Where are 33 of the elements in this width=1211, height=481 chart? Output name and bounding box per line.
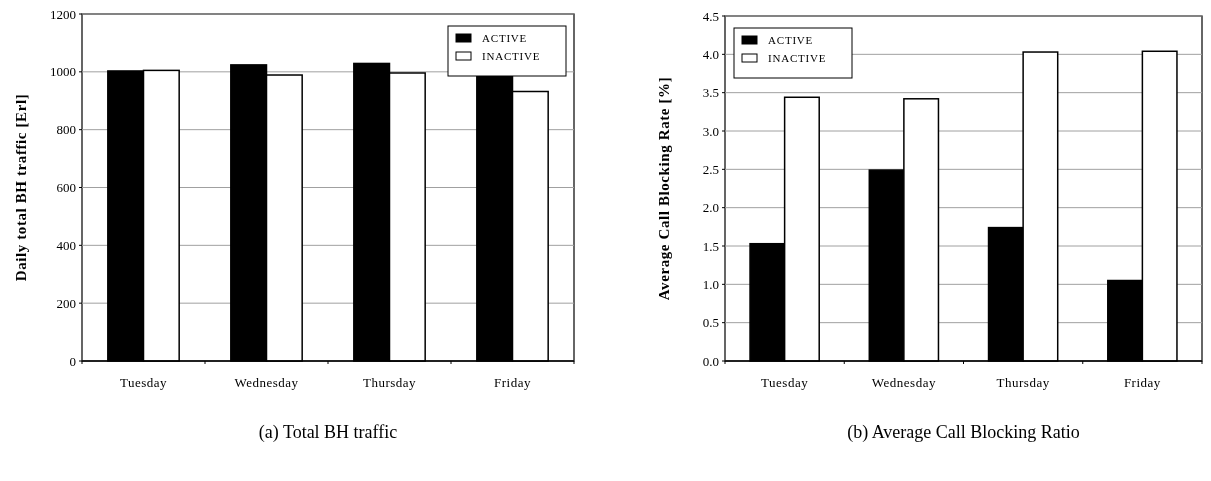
x-tick-label: Tuesday (761, 375, 809, 390)
y-axis-title: Average Call Blocking Rate [%] (656, 76, 672, 301)
y-tick-label: 3.0 (702, 123, 719, 139)
x-tick-label: Tuesday (119, 375, 168, 390)
y-tick-label: 4.0 (702, 46, 719, 62)
y-tick-label: 400 (56, 237, 76, 253)
legend-label: INACTIVE (482, 50, 541, 62)
y-tick-label: 800 (56, 122, 76, 138)
y-tick-label: 1000 (50, 64, 76, 80)
x-tick-label: Thursday (996, 375, 1050, 390)
y-tick-label: 1.5 (702, 238, 719, 254)
y-tick-label: 0.0 (702, 353, 719, 369)
y-tick-label: 2.5 (702, 161, 719, 177)
y-tick-label: 0.5 (702, 315, 719, 331)
y-tick-label: 3.5 (702, 85, 719, 101)
y-tick-label: 1200 (50, 6, 76, 22)
x-tick-label: Thursday (362, 375, 417, 390)
x-tick-label: Friday (494, 375, 531, 390)
y-tick-label: 2.0 (702, 200, 719, 216)
legend-label: ACTIVE (768, 34, 814, 46)
x-tick-label: Wednesday (871, 375, 936, 390)
x-tick-label: Wednesday (234, 375, 299, 390)
y-axis-title: Daily total BH traffic [Erl] (13, 93, 29, 282)
x-tick-label: Friday (1123, 375, 1161, 390)
text: (b) Average Call Blocking Ratio (847, 422, 1080, 443)
text: (a) Total BH traffic (258, 422, 398, 443)
y-tick-label: 4.5 (702, 8, 719, 24)
y-tick-label: 0 (69, 353, 76, 369)
y-tick-label: 1.0 (702, 276, 719, 292)
y-tick-label: 200 (56, 295, 76, 311)
legend-label: INACTIVE (768, 52, 827, 64)
legend-label: ACTIVE (482, 32, 528, 44)
y-tick-label: 600 (56, 180, 76, 196)
